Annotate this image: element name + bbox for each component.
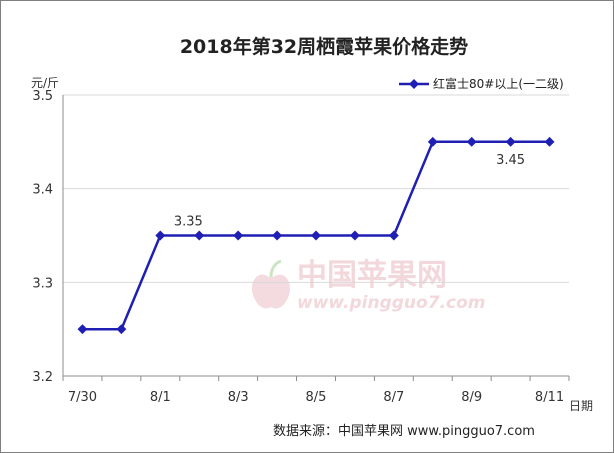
data-point [155, 230, 166, 241]
x-tick-label: 8/7 [383, 390, 404, 405]
y-tick-label: 3.3 [32, 276, 53, 291]
watermark: 中国苹果网 www.pingguo7.com [251, 258, 485, 313]
data-point [427, 136, 438, 147]
data-point [544, 136, 555, 147]
y-tick-label: 3.2 [32, 370, 53, 385]
data-point [505, 136, 516, 147]
data-point [116, 324, 127, 335]
x-axis-label: 日期 [569, 399, 593, 413]
y-axis-label: 元/斤 [31, 76, 59, 90]
legend-entry: 红富士80#以上(一二级) [433, 76, 564, 91]
x-tick-label: 8/1 [150, 390, 171, 405]
data-point [349, 230, 360, 241]
legend-marker [409, 79, 419, 89]
data-label: 3.45 [496, 153, 525, 168]
y-tick-labels: 3.2 3.3 3.4 3.5 [32, 89, 53, 385]
x-tick-label: 7/30 [68, 390, 97, 405]
series-group [77, 136, 555, 335]
data-label: 3.35 [174, 215, 203, 230]
data-labels: 3.35 3.45 [174, 153, 525, 230]
grid [63, 94, 569, 283]
legend: 红富士80#以上(一二级) [399, 76, 564, 91]
x-tick-label: 8/9 [461, 390, 482, 405]
y-tick-label: 3.4 [32, 183, 53, 198]
x-tick-label: 8/5 [306, 390, 327, 405]
x-tick-label: 8/3 [228, 390, 249, 405]
watermark-url: www.pingguo7.com [297, 293, 485, 313]
apple-logo-icon [251, 259, 291, 309]
source-note: 数据来源：中国苹果网 www.pingguo7.com [273, 424, 535, 439]
x-tick-label: 8/11 [535, 390, 564, 405]
data-point [466, 136, 477, 147]
data-point [233, 230, 244, 241]
data-point [194, 230, 205, 241]
y-tick-label: 3.5 [32, 89, 53, 104]
watermark-cn: 中国苹果网 [297, 258, 447, 293]
data-point [311, 230, 321, 241]
axes [62, 95, 570, 381]
chart-title: 2018年第32周栖霞苹果价格走势 [180, 35, 468, 58]
data-point [388, 230, 399, 241]
x-tick-labels: 7/30 8/1 8/3 8/5 8/7 8/9 8/11 [68, 390, 564, 405]
data-point [77, 324, 88, 335]
data-point [272, 230, 283, 241]
